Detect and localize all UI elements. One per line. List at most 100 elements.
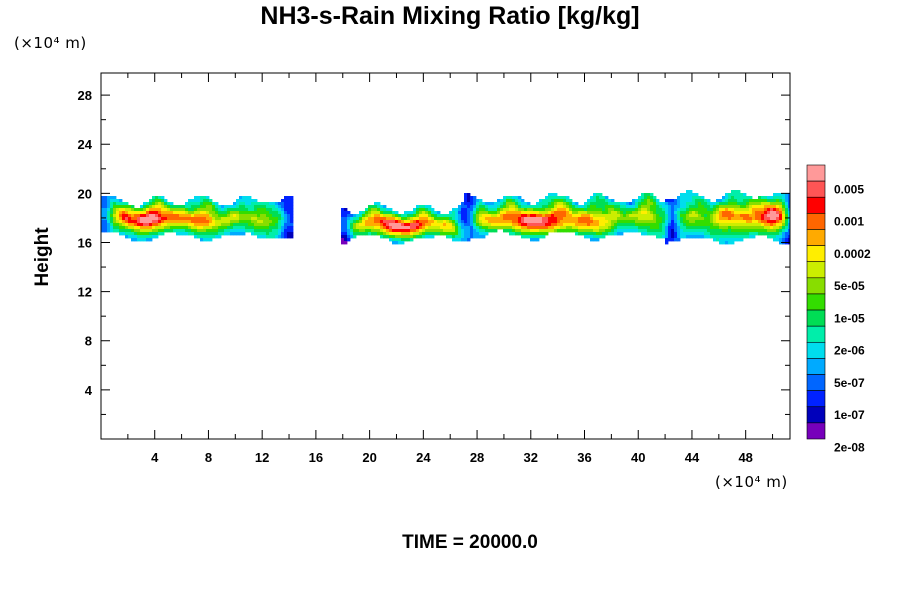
contour-cell bbox=[275, 235, 279, 239]
contour-cell bbox=[371, 229, 375, 233]
y-tick-label: 20 bbox=[78, 186, 92, 201]
contour-cell bbox=[605, 196, 609, 200]
contour-cell bbox=[485, 217, 489, 221]
contour-cell bbox=[548, 226, 552, 230]
contour-cell bbox=[458, 223, 462, 227]
contour-cell bbox=[647, 223, 651, 227]
contour-cell bbox=[359, 223, 363, 227]
contour-cell bbox=[251, 220, 255, 224]
contour-cell bbox=[719, 226, 723, 230]
contour-cell bbox=[737, 238, 741, 242]
contour-cell bbox=[740, 205, 744, 209]
contour-cell bbox=[515, 199, 519, 203]
contour-cell bbox=[254, 223, 258, 227]
contour-cell bbox=[194, 211, 198, 215]
contour-cell bbox=[764, 214, 768, 218]
contour-cell bbox=[236, 214, 240, 218]
contour-cell bbox=[416, 208, 420, 212]
contour-cell bbox=[224, 217, 228, 221]
contour-cell bbox=[611, 220, 615, 224]
contour-cell bbox=[788, 214, 790, 218]
contour-cell bbox=[233, 205, 237, 209]
contour-cell bbox=[203, 220, 207, 224]
contour-cell bbox=[410, 211, 414, 215]
contour-cell bbox=[527, 214, 531, 218]
contour-cell bbox=[194, 223, 198, 227]
contour-cell bbox=[170, 214, 174, 218]
contour-cell bbox=[641, 211, 645, 215]
contour-cell bbox=[266, 205, 270, 209]
contour-cell bbox=[599, 202, 603, 206]
contour-cell bbox=[524, 217, 528, 221]
contour-cell bbox=[416, 205, 420, 209]
contour-cell bbox=[371, 232, 375, 236]
contour-cell bbox=[359, 226, 363, 230]
contour-cell bbox=[365, 229, 369, 233]
contour-cell bbox=[419, 220, 423, 224]
contour-cell bbox=[422, 229, 426, 233]
contour-cell bbox=[101, 217, 105, 221]
contour-cell bbox=[611, 229, 615, 233]
contour-cell bbox=[560, 208, 564, 212]
contour-cell bbox=[221, 214, 225, 218]
contour-cell bbox=[449, 211, 453, 215]
contour-cell bbox=[347, 211, 351, 215]
contour-cell bbox=[542, 202, 546, 206]
contour-cell bbox=[707, 220, 711, 224]
contour-cell bbox=[347, 232, 351, 236]
contour-cell bbox=[266, 235, 270, 239]
contour-cell bbox=[425, 208, 429, 212]
contour-cell bbox=[422, 232, 426, 236]
contour-cell bbox=[584, 226, 588, 230]
contour-cell bbox=[362, 211, 366, 215]
contour-cell bbox=[536, 226, 540, 230]
contour-cell bbox=[140, 238, 144, 242]
contour-cell bbox=[272, 217, 276, 221]
contour-cell bbox=[350, 229, 354, 233]
contour-cell bbox=[668, 229, 672, 233]
contour-cell bbox=[740, 226, 744, 230]
contour-cell bbox=[242, 202, 246, 206]
contour-cell bbox=[557, 223, 561, 227]
contour-cell bbox=[263, 226, 267, 230]
contour-cell bbox=[548, 193, 552, 197]
contour-cell bbox=[575, 205, 579, 209]
contour-cell bbox=[524, 208, 528, 212]
contour-cell bbox=[152, 223, 156, 227]
contour-cell bbox=[689, 202, 693, 206]
contour-cell bbox=[284, 229, 288, 233]
contour-cell bbox=[263, 223, 267, 227]
contour-cell bbox=[440, 232, 444, 236]
contour-cell bbox=[389, 238, 393, 242]
contour-cell bbox=[758, 205, 762, 209]
contour-cell bbox=[272, 211, 276, 215]
contour-cell bbox=[476, 205, 480, 209]
contour-cell bbox=[242, 223, 246, 227]
contour-cell bbox=[353, 229, 357, 233]
contour-cell bbox=[503, 223, 507, 227]
contour-cell bbox=[290, 202, 294, 206]
contour-cell bbox=[557, 211, 561, 215]
contour-cell bbox=[128, 235, 132, 239]
contour-cell bbox=[668, 238, 672, 242]
contour-cell bbox=[752, 229, 756, 233]
contour-cell bbox=[269, 232, 273, 236]
contour-cell bbox=[404, 238, 408, 242]
contour-cell bbox=[359, 211, 363, 215]
contour-cell bbox=[257, 235, 261, 239]
contour-cell bbox=[263, 208, 267, 212]
contour-cell bbox=[713, 226, 717, 230]
contour-cell bbox=[743, 235, 747, 239]
contour-cell bbox=[110, 199, 114, 203]
contour-cell bbox=[674, 229, 678, 233]
contour-cell bbox=[272, 229, 276, 233]
contour-cell bbox=[416, 226, 420, 230]
contour-cell bbox=[197, 211, 201, 215]
contour-cell bbox=[554, 214, 558, 218]
contour-cell bbox=[269, 214, 273, 218]
contour-cell bbox=[281, 232, 285, 236]
contour-cell bbox=[566, 205, 570, 209]
contour-cell bbox=[656, 226, 660, 230]
colorbar-swatch bbox=[806, 358, 826, 375]
contour-cell bbox=[617, 232, 621, 236]
